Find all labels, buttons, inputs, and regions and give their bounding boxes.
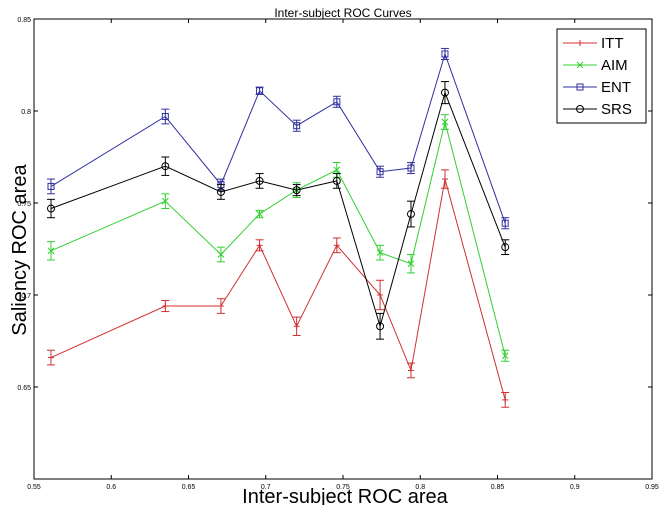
data-point-srs [332,176,341,185]
data-point-srs [501,243,510,252]
data-point-ent [293,122,301,130]
y-tick-label: 0.8 [21,109,31,116]
data-point-srs [376,322,385,331]
data-point-aim [376,249,384,257]
series-aim [46,114,510,362]
data-point-srs [46,204,55,213]
legend-marker-ent [576,83,584,91]
x-tick-label: 0.65 [182,484,196,491]
x-tick-label: 0.7 [261,484,271,491]
legend: ITT AIM ENT SRS [556,28,647,124]
y-axis: 0.65 0.7 0.75 0.8 0.85 [17,17,652,392]
data-point-aim [333,166,341,174]
data-point-srs [292,186,301,195]
series-line-itt [50,178,506,401]
data-point-srs [216,187,225,196]
x-tick-label: 0.8 [415,484,425,491]
x-axis: 0.55 0.6 0.65 0.7 0.75 0.8 0.85 0.9 0.95 [27,19,659,491]
data-point-ent [376,168,384,176]
series-itt [46,169,510,408]
y-tick-label: 0.7 [21,293,31,300]
data-point-aim [161,197,169,205]
x-tick-label: 0.95 [645,484,659,491]
x-tick-label: 0.75 [336,484,350,491]
data-point-aim [47,247,55,255]
series-line-aim [50,121,506,356]
data-point-aim [217,251,225,258]
plot-area [33,18,653,480]
data-point-ent [407,164,415,172]
legend-marker-srs [576,105,584,113]
y-tick-label: 0.65 [17,385,31,392]
x-tick-label: 0.6 [106,484,116,491]
legend-label-srs: SRS [601,101,632,118]
x-tick-label: 0.55 [27,484,41,491]
data-point-ent [333,98,341,106]
legend-box [556,28,647,124]
data-point-aim [407,260,415,268]
legend-label-itt: ITT [601,35,624,52]
series-line-ent [50,52,506,224]
data-point-aim [501,352,509,360]
data-point-srs [406,210,415,219]
data-point-ent [441,50,449,58]
data-point-ent [161,113,169,121]
series-srs [46,81,510,340]
y-tick-label: 0.85 [17,17,31,24]
series-ent [46,47,510,230]
data-point-srs [161,162,170,171]
y-tick-label: 0.75 [17,201,31,208]
data-point-aim [256,210,263,218]
legend-label-aim: AIM [601,57,628,74]
y-axis-title: Saliency ROC area [9,164,31,336]
x-tick-label: 0.9 [570,484,580,491]
x-axis-title: Inter-subject ROC area [242,486,449,505]
x-tick-label: 0.85 [491,484,505,491]
data-point-srs [440,88,449,97]
series-line-srs [50,91,506,329]
data-point-ent [501,219,509,227]
data-point-ent [47,182,55,190]
chart-title: Inter-subject ROC Curves [274,6,411,20]
data-point-ent [256,87,264,95]
data-point-srs [255,176,264,185]
legend-marker-aim [576,61,584,69]
data-point-aim [441,118,449,126]
legend-label-ent: ENT [601,79,631,96]
series-layer [46,47,510,408]
